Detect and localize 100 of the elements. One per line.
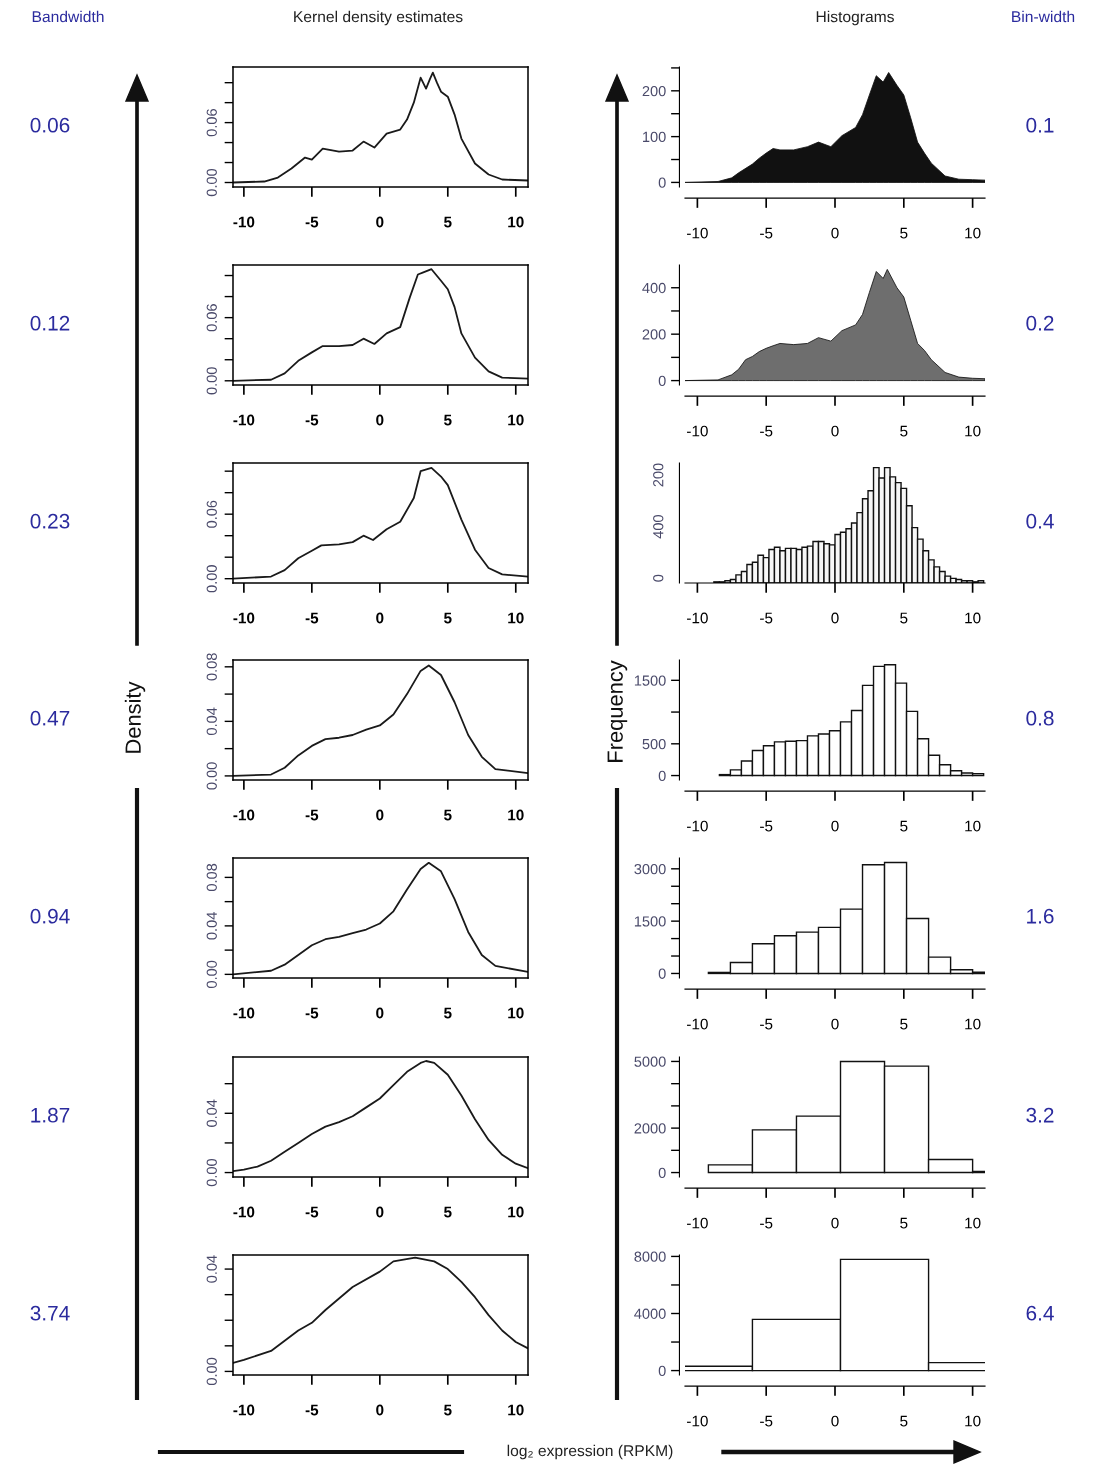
y-tick-label: 1500 [634,916,666,927]
text: 3.74 [30,1305,70,1321]
y-tick-label: 0.04 [206,912,217,940]
y-tick-label: 8000 [634,1251,666,1262]
y-tick-label: 0.08 [206,863,217,892]
y-tick-label: 0 [658,177,666,188]
x-tick-label: -10 [687,612,708,624]
y-tick-label: 200 [642,329,666,340]
x-tick-label: -5 [760,612,773,624]
x-tick-label: -5 [305,809,319,821]
y-tick-label: 0.00 [206,762,217,790]
y-tick-label: 3000 [634,863,666,875]
x-tick-label: -5 [305,1404,319,1416]
y-tick-label: 0.04 [206,707,217,735]
text: Frequency [607,660,628,762]
x-tick-label: -5 [760,1415,773,1427]
x-tick-label: 5 [900,1217,908,1229]
y-tick-label: 0.00 [206,367,217,395]
y-tick-label: 0.04 [206,1099,217,1127]
y-tick-label: 0.00 [206,1158,217,1187]
y-tick-label: 0.00 [206,168,217,197]
x-tick-label: -5 [305,1007,319,1019]
y-tick-label: 0.06 [206,304,217,332]
x-tick-label: 10 [965,820,981,832]
x-tick-label: 10 [965,1018,981,1030]
x-tick-label: 0 [831,227,839,239]
x-tick-label: -5 [305,216,319,228]
x-tick-label: 0 [831,612,839,624]
x-tick-label: 5 [444,1404,452,1416]
x-tick-label: 5 [444,809,452,821]
x-tick-label: 0 [376,809,384,821]
x-tick-label: 5 [900,227,908,239]
x-tick-label: -10 [233,216,255,228]
y-tick-label: 200 [642,85,666,97]
x-tick-label: -5 [305,612,319,624]
x-tick-label: 0 [376,1206,384,1218]
y-tick-label: 0 [658,770,666,781]
x-tick-label: 10 [965,1415,981,1427]
x-tick-label: 5 [900,1415,908,1427]
y-tick-label: 0.00 [206,565,217,593]
text: 0.23 [30,513,70,529]
text: 0.94 [30,908,70,924]
y-tick-label: 0.06 [206,109,217,137]
x-tick-label: 5 [444,1206,452,1218]
x-tick-label: 10 [508,1206,524,1218]
y-tick-label: 0 [658,375,666,387]
x-tick-label: -5 [305,414,319,426]
y-tick-label: 0.00 [206,1357,217,1386]
x-tick-label: 5 [444,1007,452,1019]
x-tick-label: 0 [376,216,384,228]
x-tick-label: 0 [376,612,384,624]
y-tick-label: 400 [642,282,666,294]
x-tick-label: 10 [965,612,981,624]
y-tick-label: 0.06 [206,500,217,528]
y-tick-label: 0.04 [206,1255,217,1283]
x-tick-label: 5 [444,612,452,624]
x-tick-label: 0 [831,425,839,437]
x-tick-label: 10 [508,1404,524,1416]
x-tick-label: -10 [233,414,255,426]
text: 0.4 [1026,513,1054,529]
x-tick-label: 5 [444,216,452,228]
x-tick-label: 5 [900,612,908,624]
text: Bin-width [1012,10,1075,23]
x-tick-label: -10 [687,227,708,239]
x-tick-label: -10 [687,1217,708,1229]
x-tick-label: 0 [831,1018,839,1030]
x-tick-label: 10 [508,1007,524,1019]
text: 3.2 [1026,1107,1054,1123]
x-tick-label: 10 [508,612,524,624]
x-tick-label: -5 [760,1018,773,1030]
x-tick-label: -10 [687,1018,708,1030]
x-tick-label: -10 [233,809,255,821]
text: Histograms [816,10,894,26]
y-tick-label: 0.08 [206,653,217,681]
y-tick-label: 0 [658,1365,666,1376]
x-tick-label: 10 [965,227,981,239]
x-tick-label: -10 [233,1007,255,1019]
x-tick-label: 5 [900,1018,908,1030]
x-tick-label: -10 [233,612,255,624]
x-tick-label: -5 [760,820,773,832]
x-tick-label: -5 [760,1217,773,1229]
text: Bandwidth [32,10,104,23]
x-tick-label: 10 [508,809,524,821]
text: Kernel density estimates [294,10,463,26]
y-tick-label: 1500 [634,675,666,686]
y-tick-label: 5000 [634,1056,666,1067]
x-tick-label: -10 [687,1415,708,1427]
x-tick-label: -10 [233,1404,255,1416]
y-tick-label: 500 [642,738,666,750]
x-tick-label: 0 [376,414,384,426]
text: 0.06 [30,117,70,133]
x-tick-label: 0 [831,820,839,832]
x-tick-label: 0 [376,1404,384,1416]
y-tick-label: 0 [658,1167,666,1178]
y-tick-label: 0.00 [206,960,217,988]
text: 0.1 [1026,117,1054,133]
x-tick-label: 10 [508,216,524,228]
text: Density [124,681,146,753]
y-tick-label: 4000 [634,1308,666,1319]
text: 1.6 [1027,908,1054,924]
